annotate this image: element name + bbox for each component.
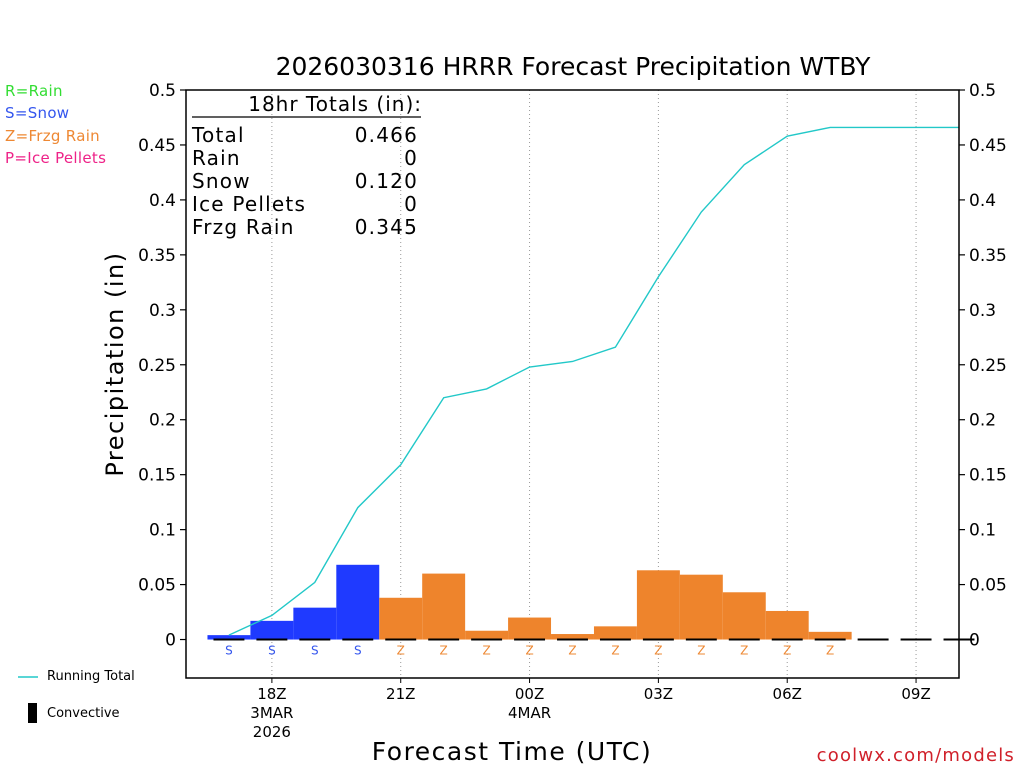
precip-bar: [765, 610, 809, 640]
y-axis-title: Precipitation (in): [101, 251, 129, 476]
x-tick-label: 21Z: [386, 685, 415, 703]
x-tick-label: 3MAR: [250, 704, 293, 722]
legend-rain: R=Rain: [5, 82, 63, 100]
x-tick-label: 09Z: [901, 685, 930, 703]
totals-row-total: Total 0.466: [192, 124, 418, 147]
precip-bar: [679, 574, 723, 640]
precip-bar: [336, 564, 380, 640]
precip-type-letter: Z: [611, 644, 619, 658]
y-tick-label-right: 0.1: [969, 521, 996, 541]
precip-type-letter: Z: [697, 644, 705, 658]
totals-row-frzg-rain: Frzg Rain 0.345: [192, 216, 418, 239]
credit-text: coolwx.com/models: [816, 745, 1015, 766]
convective-key-swatch: [28, 703, 37, 723]
precip-type-letter: Z: [783, 644, 791, 658]
y-tick-label-left: 0: [165, 631, 176, 651]
running-total-line: [228, 126, 959, 636]
y-tick-label-left: 0.05: [138, 576, 176, 596]
convective-key-label: Convective: [47, 706, 120, 721]
totals-value: 0: [404, 192, 418, 216]
x-tick-label: 4MAR: [508, 704, 551, 722]
y-tick-label-right: 0.2: [969, 411, 996, 431]
precip-bars: [207, 564, 852, 640]
y-tick-label-left: 0.3: [149, 301, 176, 321]
totals-value: 0.466: [354, 123, 418, 147]
precip-type-letter: S: [225, 644, 233, 658]
y-tick-label-left: 0.25: [138, 356, 176, 376]
y-tick-label-left: 0.4: [149, 191, 176, 211]
y-tick-label-right: 0.3: [969, 301, 996, 321]
y-tick-label-left: 0.5: [149, 81, 176, 101]
precip-bar: [465, 630, 509, 640]
y-tick-label-right: 0.35: [969, 246, 1007, 266]
totals-label: Frzg Rain: [192, 215, 295, 239]
y-tick-label-right: 0.15: [969, 466, 1007, 486]
totals-value: 0: [404, 146, 418, 170]
precip-bar: [379, 597, 423, 640]
precip-bar: [422, 573, 466, 640]
precip-type-letter: Z: [482, 644, 490, 658]
chart-title: 2026030316 HRRR Forecast Precipitation W…: [276, 52, 872, 81]
x-tick-label: 00Z: [515, 685, 544, 703]
totals-value: 0.345: [354, 215, 418, 239]
precip-type-letter: S: [268, 644, 276, 658]
precip-bar: [508, 617, 552, 640]
precip-bar: [250, 620, 294, 640]
precip-type-letter: Z: [826, 644, 834, 658]
precip-bar: [593, 626, 637, 640]
legend-snow: S=Snow: [5, 104, 70, 122]
y-tick-label-right: 0.4: [969, 191, 996, 211]
y-axis-right: 0 0.05 0.1 0.15 0.2 0.25 0.3 0.35 0.4 0.45 0.5: [959, 81, 1007, 651]
y-tick-label-left: 0.45: [138, 136, 176, 156]
precip-type-letter: Z: [568, 644, 576, 658]
y-tick-label-right: 0.05: [969, 576, 1007, 596]
plot-frame: [185, 89, 960, 679]
y-tick-label-left: 0.15: [138, 466, 176, 486]
running-total-key-label: Running Total: [47, 669, 135, 684]
totals-row-ice-pellets: Ice Pellets 0: [192, 193, 418, 216]
precip-type-letter: Z: [440, 644, 448, 658]
y-tick-label-right: 0.5: [969, 81, 996, 101]
y-tick-label-right: 0.25: [969, 356, 1007, 376]
totals-value: 0.120: [354, 169, 418, 193]
precip-type-letter: S: [354, 644, 362, 658]
precip-bar: [636, 570, 680, 640]
totals-table: Total 0.466 Rain 0 Snow 0.120 Ice Pellet…: [192, 124, 418, 239]
totals-row-snow: Snow 0.120: [192, 170, 418, 193]
legend-ice-pellets: P=Ice Pellets: [5, 149, 107, 167]
precip-bar: [808, 631, 852, 640]
totals-header: 18hr Totals (in):: [248, 92, 422, 116]
precip-type-letter: S: [311, 644, 319, 658]
totals-row-rain: Rain 0: [192, 147, 418, 170]
totals-label: Total: [192, 123, 245, 147]
precip-bar: [551, 634, 594, 640]
precip-bar: [722, 592, 766, 640]
x-tick-label: 03Z: [644, 685, 673, 703]
y-tick-label-left: 0.35: [138, 246, 176, 266]
precip-bar: [207, 635, 251, 640]
legend-frzg-rain: Z=Frzg Rain: [5, 127, 100, 145]
precip-type-letter: Z: [654, 644, 662, 658]
precip-type-letter: Z: [740, 644, 748, 658]
x-tick-label: 18Z: [257, 685, 286, 703]
y-tick-label-left: 0.1: [149, 521, 176, 541]
y-tick-label-left: 0.2: [149, 411, 176, 431]
x-axis-title: Forecast Time (UTC): [372, 737, 652, 766]
y-tick-label-right: 0: [969, 631, 980, 651]
precip-bar: [293, 607, 337, 640]
y-tick-label-right: 0.45: [969, 136, 1007, 156]
x-tick-label: 06Z: [773, 685, 802, 703]
totals-label: Ice Pellets: [192, 192, 307, 216]
totals-label: Rain: [192, 146, 241, 170]
x-tick-label: 2026: [253, 723, 291, 741]
totals-label: Snow: [192, 169, 251, 193]
y-axis-left: 0 0.05 0.1 0.15 0.2 0.25 0.3 0.35 0.4 0.45 0.5: [138, 81, 186, 651]
precip-type-letter: Z: [525, 644, 533, 658]
precip-type-letter: Z: [397, 644, 405, 658]
